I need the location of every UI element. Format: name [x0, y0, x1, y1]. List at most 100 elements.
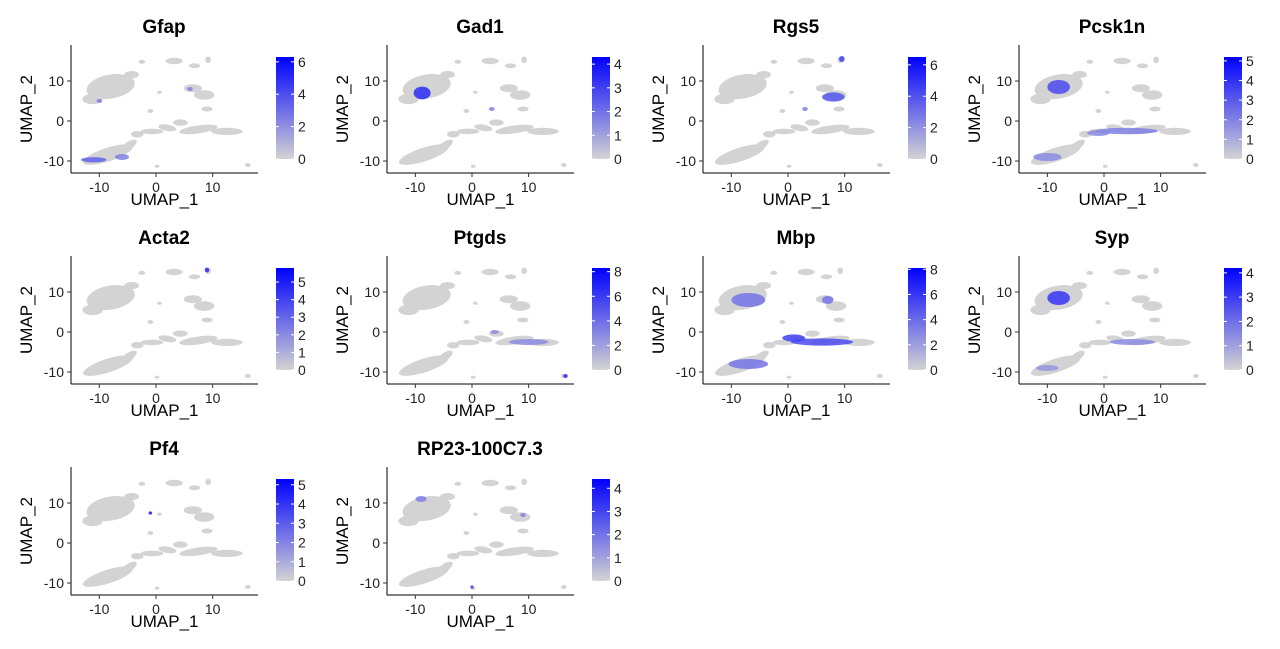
- colorbar: [276, 268, 294, 370]
- cell-cluster: [86, 496, 135, 522]
- expression-highlight: [187, 87, 193, 91]
- umap-points: [398, 56, 567, 168]
- cell-cluster: [140, 550, 164, 557]
- cell-cluster: [434, 139, 453, 154]
- y-tick-label: 10: [996, 73, 1012, 89]
- cell-cluster: [244, 163, 251, 167]
- colorbar-tick-label: 1: [298, 554, 306, 570]
- expression-highlight: [148, 511, 153, 515]
- cell-cluster: [526, 549, 559, 558]
- cell-cluster: [786, 164, 792, 168]
- expression-highlight: [1033, 153, 1062, 161]
- expression-highlight: [1047, 291, 1070, 305]
- x-tick-label: -10: [1037, 390, 1057, 406]
- y-tick-label: 0: [1004, 324, 1012, 340]
- cell-cluster: [447, 342, 460, 349]
- cell-cluster: [560, 163, 567, 167]
- cell-cluster: [463, 531, 470, 535]
- cell-cluster: [1149, 106, 1161, 112]
- y-tick-label: -10: [44, 364, 64, 380]
- cell-cluster: [811, 124, 850, 135]
- expression-highlight: [1095, 127, 1158, 135]
- cell-cluster: [833, 106, 845, 112]
- cell-cluster: [456, 128, 480, 135]
- cell-cluster: [440, 493, 455, 501]
- x-axis-label: UMAP_1: [130, 190, 198, 209]
- cell-cluster: [157, 90, 162, 94]
- cell-cluster: [1095, 109, 1102, 113]
- cell-cluster: [454, 59, 462, 64]
- y-tick-label: 10: [48, 73, 64, 89]
- cell-cluster: [131, 131, 144, 138]
- y-tick-label: 0: [372, 324, 380, 340]
- cell-cluster: [876, 374, 883, 378]
- expression-highlight: [731, 293, 766, 307]
- colorbar-tick-label: 4: [298, 86, 306, 102]
- cell-cluster: [138, 59, 146, 64]
- cell-cluster: [481, 479, 499, 487]
- cell-cluster: [398, 515, 419, 527]
- cell-cluster: [474, 124, 493, 132]
- cell-cluster: [447, 131, 460, 138]
- cell-cluster: [770, 270, 778, 275]
- cell-cluster: [131, 342, 144, 349]
- cell-cluster: [1141, 301, 1163, 311]
- expression-highlight: [1087, 130, 1110, 136]
- cell-cluster: [772, 128, 796, 135]
- cell-cluster: [173, 541, 188, 548]
- colorbar-tick-label: 2: [298, 327, 306, 343]
- cell-cluster: [1153, 267, 1159, 274]
- cell-cluster: [244, 374, 251, 378]
- feature-panel-3: Pcsk1n -10 0 10 -10 0 10 UMAP_1 UMAP_2 0 1 2 3 4 5: [965, 17, 1254, 209]
- cell-cluster: [1131, 295, 1150, 304]
- colorbar: [592, 479, 610, 581]
- colorbar-tick-label: 1: [614, 550, 622, 566]
- expression-highlight: [822, 92, 845, 102]
- cell-cluster: [1158, 127, 1191, 135]
- cell-cluster: [756, 282, 772, 290]
- expression-highlight: [415, 496, 427, 502]
- cell-cluster: [779, 320, 786, 324]
- colorbar-tick-label: 2: [1246, 112, 1254, 128]
- x-tick-label: 10: [1153, 390, 1169, 406]
- y-tick-label: 10: [48, 284, 64, 300]
- cell-cluster: [521, 267, 527, 274]
- umap-points: [80, 56, 251, 168]
- colorbar-tick-label: 0: [930, 151, 938, 167]
- x-tick-label: -10: [89, 601, 109, 617]
- cell-cluster: [805, 119, 820, 126]
- cell-cluster: [1072, 71, 1087, 79]
- cell-cluster: [470, 164, 476, 168]
- cell-cluster: [138, 270, 146, 275]
- x-axis-label: UMAP_1: [446, 190, 514, 209]
- y-tick-label: 0: [1004, 113, 1012, 129]
- y-tick-label: 10: [364, 495, 380, 511]
- cell-cluster: [470, 375, 476, 379]
- y-tick-label: 10: [680, 73, 696, 89]
- cell-cluster: [789, 90, 794, 94]
- cell-cluster: [1072, 282, 1087, 290]
- panel-title: Pcsk1n: [1079, 17, 1146, 38]
- x-tick-label: 0: [1100, 179, 1108, 195]
- y-tick-label: -10: [676, 364, 696, 380]
- x-tick-label: 0: [468, 179, 476, 195]
- feature-panel-7: Syp -10 0 10 -10 0 10 UMAP_1 UMAP_2 0 1 2 3 4: [965, 228, 1254, 420]
- y-tick-label: 10: [48, 495, 64, 511]
- cell-cluster: [463, 320, 470, 324]
- cell-cluster: [402, 496, 451, 522]
- cell-cluster: [1113, 57, 1131, 65]
- colorbar-tick-label: 1: [1246, 131, 1254, 147]
- cell-cluster: [714, 93, 735, 105]
- colorbar-tick-label: 4: [1246, 265, 1254, 281]
- expression-highlight: [1036, 365, 1059, 371]
- cell-cluster: [837, 267, 843, 274]
- cell-cluster: [495, 546, 534, 557]
- umap-points: [398, 267, 568, 379]
- cell-cluster: [779, 109, 786, 113]
- cell-cluster: [244, 585, 251, 589]
- colorbar-tick-label: 6: [930, 57, 938, 73]
- cell-cluster: [398, 304, 419, 316]
- colorbar-tick-label: 5: [298, 274, 306, 290]
- colorbar-tick-label: 8: [930, 261, 938, 277]
- x-axis-label: UMAP_1: [762, 401, 830, 420]
